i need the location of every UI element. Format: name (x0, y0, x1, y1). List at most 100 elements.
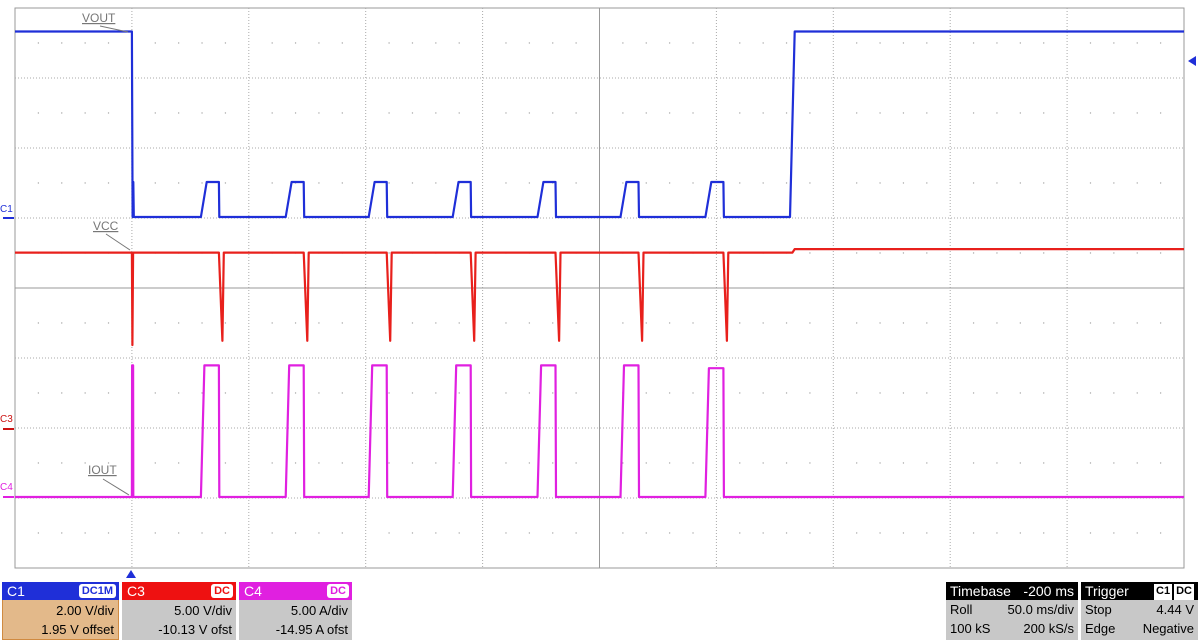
grid-minor-tick (435, 392, 437, 394)
grid-minor-tick (528, 462, 531, 464)
grid-minor-tick (37, 532, 40, 534)
channel-c1-panel[interactable]: C1 DC1M 2.00 V/div 1.95 V offset (2, 582, 119, 640)
grid-minor-tick (879, 462, 881, 464)
grid-minor-tick (224, 532, 227, 534)
c4-ground-marker[interactable]: C4 (0, 482, 13, 493)
trigger-state: Stop (1085, 602, 1112, 617)
timebase-panel[interactable]: Timebase -200 ms Roll 50.0 ms/div 100 kS 20… (946, 582, 1078, 640)
grid-minor-tick (668, 42, 671, 44)
grid-minor-tick (902, 42, 905, 44)
grid-minor-tick (107, 462, 110, 464)
grid-minor-tick (318, 42, 320, 44)
grid-minor-tick (552, 112, 554, 114)
c1-scale: 2.00 V/div (56, 603, 114, 618)
channel-c4-panel[interactable]: C4 DC 5.00 A/div -14.95 A ofst (239, 582, 352, 640)
grid-minor-tick (1019, 112, 1022, 114)
grid-minor-tick (1043, 322, 1045, 324)
grid-minor-tick (809, 112, 811, 114)
grid-minor-tick (177, 532, 180, 534)
grid-minor-tick (1089, 532, 1092, 534)
grid-minor-tick (1019, 252, 1022, 254)
grid-minor-tick (762, 462, 764, 464)
grid-minor-tick (785, 42, 788, 44)
grid-minor-tick (435, 112, 437, 114)
grid-minor-tick (528, 42, 531, 44)
grid-minor-tick (809, 322, 811, 324)
grid-minor-tick (1019, 182, 1022, 184)
grid-minor-tick (1113, 462, 1115, 464)
grid-minor-tick (528, 392, 531, 394)
grid-minor-tick (809, 532, 811, 534)
channel-c3-panel[interactable]: C3 DC 5.00 V/div -10.13 V ofst (122, 582, 236, 640)
grid-minor-tick (668, 112, 671, 114)
trigger-panel[interactable]: Trigger C1 DC Stop 4.44 V Edge Negative (1081, 582, 1198, 640)
trigger-position-marker[interactable] (126, 570, 136, 578)
grid-minor-tick (505, 462, 507, 464)
grid-minor-tick (341, 112, 344, 114)
grid-minor-tick (271, 112, 273, 114)
grid-minor-tick (388, 182, 390, 184)
grid-minor-tick (318, 112, 320, 114)
grid-minor-tick (1159, 322, 1162, 324)
grid-minor-tick (528, 182, 531, 184)
c1-coupling: DC1M (78, 584, 116, 598)
grid-minor-tick (224, 182, 227, 184)
grid-minor-tick (1089, 112, 1092, 114)
grid-minor-tick (1089, 392, 1092, 394)
grid-minor-tick (107, 322, 110, 324)
grid-minor-tick (388, 532, 390, 534)
grid-minor-tick (809, 462, 811, 464)
grid-minor-tick (1043, 532, 1045, 534)
c3-ground-marker[interactable]: C3 (0, 414, 13, 425)
grid-minor-tick (341, 462, 344, 464)
grid-minor-tick (177, 182, 180, 184)
grid-minor-tick (271, 322, 273, 324)
grid-minor-tick (972, 42, 975, 44)
iout-label: IOUT (88, 463, 117, 477)
c3-scale: 5.00 V/div (174, 603, 232, 618)
grid-minor-tick (411, 322, 414, 324)
timebase-scale: 50.0 ms/div (1007, 602, 1074, 617)
grid-minor-tick (37, 182, 40, 184)
trigger-coupling: DC (1174, 584, 1194, 600)
grid-minor-tick (224, 42, 227, 44)
grid-minor-tick (645, 532, 647, 534)
grid-minor-tick (61, 462, 63, 464)
grid-minor-tick (61, 182, 63, 184)
grid-minor-tick (902, 112, 905, 114)
grid-minor-tick (154, 392, 156, 394)
grid-minor-tick (1043, 462, 1045, 464)
grid-minor-tick (739, 392, 741, 394)
grid-minor-tick (177, 112, 180, 114)
grid-minor-tick (61, 392, 63, 394)
grid-minor-tick (1136, 112, 1138, 114)
grid-minor-tick (1019, 322, 1022, 324)
grid-minor-tick (739, 42, 741, 44)
c1-ground-marker[interactable]: C1 (0, 204, 13, 215)
grid-minor-tick (1089, 462, 1092, 464)
grid-minor-tick (341, 182, 344, 184)
grid-minor-tick (411, 112, 414, 114)
grid-minor-tick (879, 252, 881, 254)
grid-minor-tick (154, 112, 156, 114)
grid-minor-tick (37, 322, 40, 324)
grid-minor-tick (318, 532, 320, 534)
c3-name: C3 (127, 583, 145, 599)
grid-minor-tick (762, 182, 764, 184)
grid-minor-tick (1159, 462, 1162, 464)
grid-minor-tick (1043, 182, 1045, 184)
grid-minor-tick (388, 112, 390, 114)
grid-minor-tick (785, 462, 788, 464)
grid-minor-tick (458, 42, 460, 44)
grid-minor-tick (107, 42, 110, 44)
grid-minor-tick (926, 322, 928, 324)
grid-minor-tick (762, 42, 764, 44)
grid-minor-tick (1089, 252, 1092, 254)
grid-minor-tick (201, 112, 203, 114)
timebase-delay: -200 ms (1023, 583, 1074, 599)
grid-minor-tick (692, 462, 694, 464)
grid-minor-tick (996, 392, 998, 394)
grid-minor-tick (762, 392, 764, 394)
trigger-level-marker[interactable] (1188, 56, 1196, 66)
grid-minor-tick (926, 42, 928, 44)
